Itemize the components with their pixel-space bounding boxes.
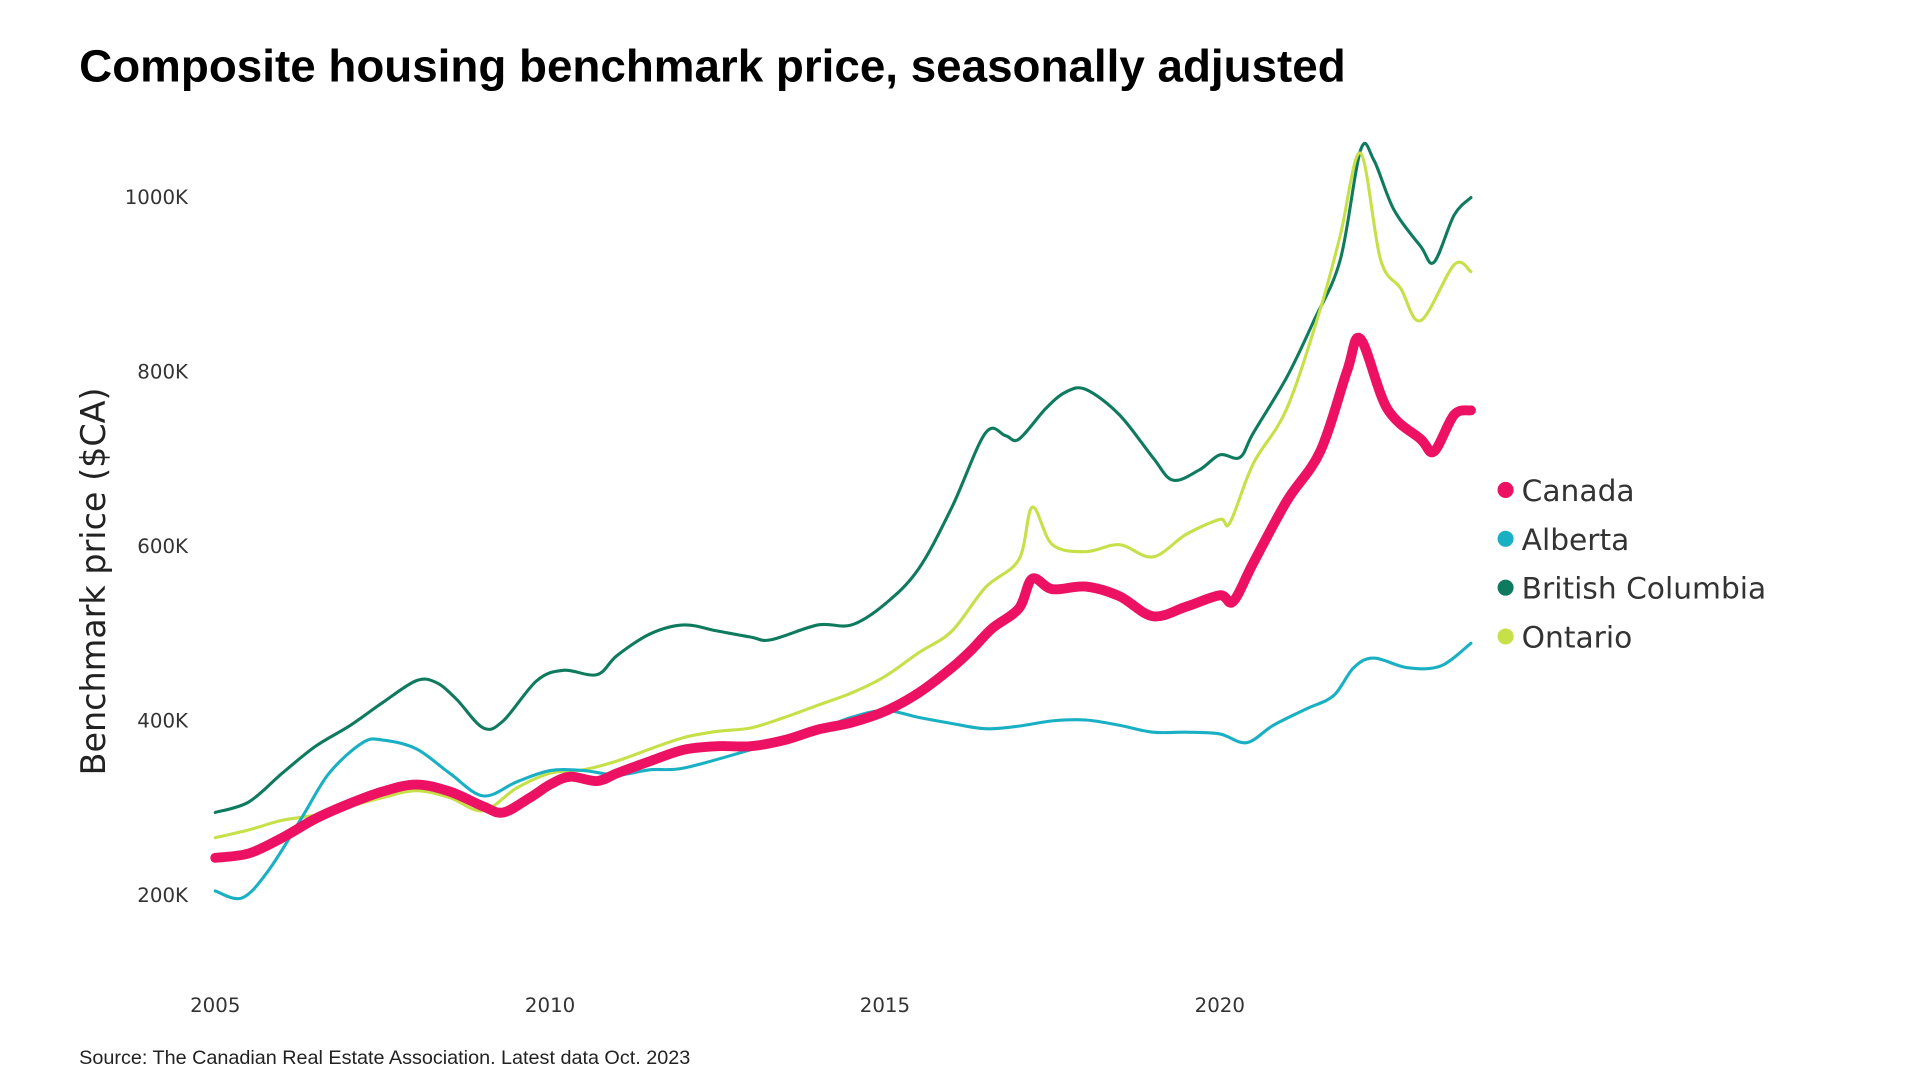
chart-title: Composite housing benchmark price, seaso… bbox=[79, 41, 1346, 92]
y-tick-label: 600K bbox=[137, 535, 189, 558]
series-line-ontario bbox=[213, 151, 1473, 840]
y-tick-label: 400K bbox=[137, 709, 189, 732]
y-tick-label: 1000K bbox=[125, 186, 189, 209]
y-tick-label: 200K bbox=[137, 884, 189, 907]
y-tick-label: 800K bbox=[137, 361, 189, 384]
legend-marker bbox=[1497, 530, 1514, 547]
source-note: Source: The Canadian Real Estate Associa… bbox=[79, 1047, 690, 1069]
x-tick-label: 2015 bbox=[860, 994, 910, 1017]
legend-marker bbox=[1497, 481, 1514, 498]
legend-item-british-columbia: British Columbia bbox=[1497, 572, 1767, 607]
legend-item-alberta: Alberta bbox=[1497, 523, 1630, 558]
legend-label: Alberta bbox=[1522, 523, 1630, 558]
legend-marker bbox=[1497, 579, 1514, 596]
legend-label: Ontario bbox=[1522, 621, 1633, 656]
x-tick-label: 2020 bbox=[1195, 994, 1245, 1017]
series-line-alberta bbox=[213, 641, 1473, 901]
legend-item-canada: Canada bbox=[1497, 474, 1635, 509]
series-line-british-columbia bbox=[213, 142, 1473, 814]
legend-marker bbox=[1497, 628, 1514, 645]
y-axis-label: Benchmark price ($CA) bbox=[74, 387, 113, 775]
legend-item-ontario: Ontario bbox=[1497, 621, 1633, 656]
x-tick-label: 2010 bbox=[525, 994, 575, 1017]
legend-label: Canada bbox=[1522, 474, 1635, 509]
legend-label: British Columbia bbox=[1522, 572, 1767, 607]
series-line-canada bbox=[210, 332, 1476, 863]
x-tick-label: 2005 bbox=[190, 994, 240, 1017]
